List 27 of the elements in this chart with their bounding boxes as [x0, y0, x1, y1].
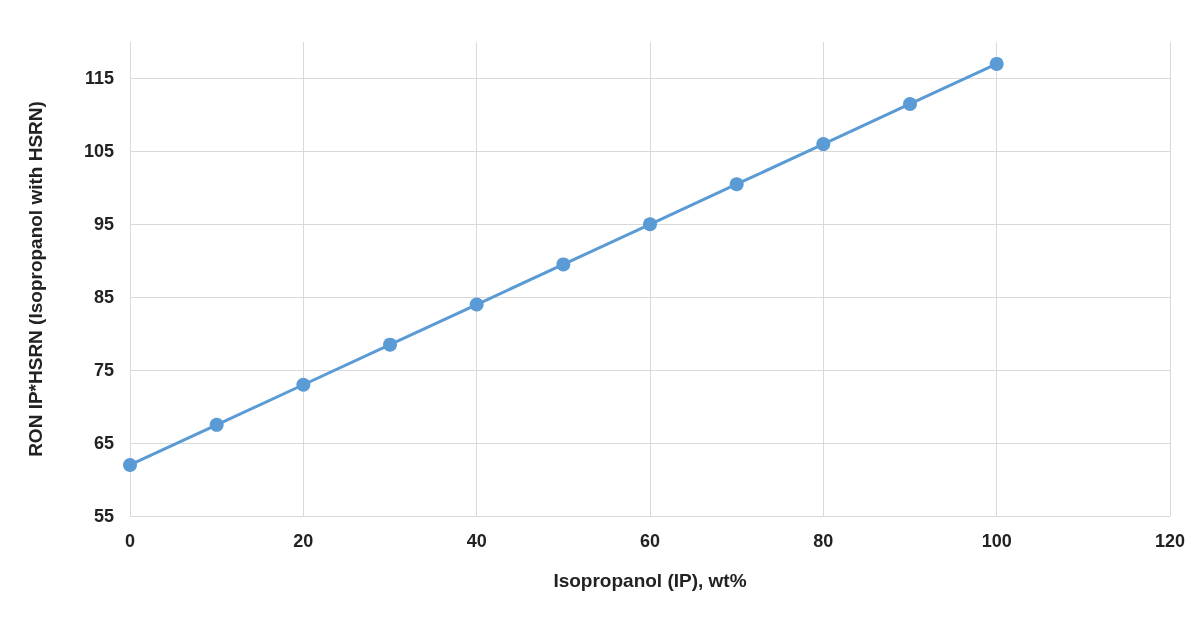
y-tick-label: 65 — [93, 433, 114, 454]
x-tick-label: 80 — [813, 531, 834, 551]
y-tick-label: 105 — [83, 141, 114, 162]
point — [729, 177, 744, 192]
y-tick-label: 75 — [93, 360, 114, 381]
x-tick-label: 0 — [124, 531, 136, 551]
point — [469, 297, 484, 312]
point — [296, 377, 311, 392]
x-tick-label: 40 — [466, 531, 487, 551]
point — [903, 96, 917, 111]
point — [383, 337, 397, 352]
point — [209, 417, 224, 432]
y-axis-title: RON IP*HSRN (Isopropanol with HSRN) — [25, 101, 46, 457]
x-tick-label: 20 — [293, 531, 314, 551]
point — [123, 457, 137, 472]
point — [989, 56, 1004, 71]
y-tick-label: 95 — [93, 214, 114, 235]
point — [816, 137, 831, 152]
point — [556, 257, 571, 272]
y-tick-label: 55 — [93, 506, 114, 526]
x-axis-title: Isopropanol (IP), wt% — [553, 570, 747, 591]
y-tick-label: 85 — [93, 287, 114, 308]
x-tick-label: 100 — [981, 531, 1012, 551]
point — [643, 217, 657, 232]
x-tick-label: 60 — [639, 531, 661, 551]
y-tick-label: 115 — [84, 68, 114, 89]
x-tick-label: 120 — [1154, 531, 1186, 551]
